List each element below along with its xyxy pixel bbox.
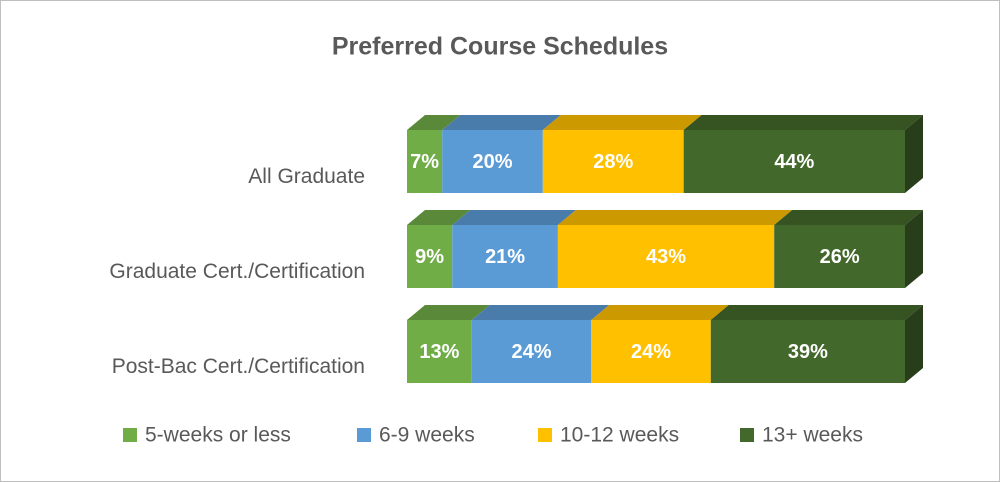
bar-top — [407, 305, 490, 320]
data-label: 44% — [774, 151, 814, 173]
bar — [407, 320, 472, 383]
bar-top — [591, 305, 729, 320]
bar-top — [774, 210, 923, 225]
bar — [407, 130, 443, 193]
bar-top — [471, 305, 610, 320]
bar-top — [683, 115, 923, 130]
bar — [442, 130, 543, 193]
data-label: 13% — [419, 341, 459, 363]
legend-label: 10-12 weeks — [560, 424, 679, 447]
data-label: 7% — [410, 151, 439, 173]
bar-top — [710, 305, 923, 320]
legend-label: 13+ weeks — [762, 424, 863, 447]
legend-label: 6-9 weeks — [379, 424, 475, 447]
bar — [774, 225, 905, 288]
bar — [557, 225, 775, 288]
data-label: 20% — [472, 151, 512, 173]
data-label: 26% — [820, 246, 860, 268]
bar-side — [905, 115, 923, 193]
chart-title: Preferred Course Schedules — [332, 33, 668, 61]
bar-top — [452, 210, 576, 225]
bar — [710, 320, 905, 383]
bar — [407, 225, 453, 288]
bar-top — [542, 115, 702, 130]
data-label: 24% — [631, 341, 671, 363]
bar-top — [407, 210, 471, 225]
legend-swatch — [123, 428, 137, 442]
bar-top — [407, 115, 461, 130]
legend-swatch — [740, 428, 754, 442]
data-label: 24% — [511, 341, 551, 363]
data-label: 28% — [593, 151, 633, 173]
bar-top — [557, 210, 793, 225]
bar — [683, 130, 905, 193]
legend-label: 5-weeks or less — [145, 424, 291, 447]
legend-swatch — [538, 428, 552, 442]
data-label: 43% — [646, 246, 686, 268]
bar-side — [905, 305, 923, 383]
bar-side — [905, 210, 923, 288]
y-tick-label: All Graduate — [248, 165, 365, 188]
bar — [452, 225, 558, 288]
legend-swatch — [357, 428, 371, 442]
data-label: 9% — [415, 246, 444, 268]
y-tick-label: Post-Bac Cert./Certification — [112, 355, 365, 378]
y-tick-label: Graduate Cert./Certification — [109, 260, 365, 283]
data-label: 39% — [788, 341, 828, 363]
bar — [542, 130, 684, 193]
bar-top — [442, 115, 561, 130]
data-label: 21% — [485, 246, 525, 268]
bar — [591, 320, 711, 383]
bar — [471, 320, 592, 383]
